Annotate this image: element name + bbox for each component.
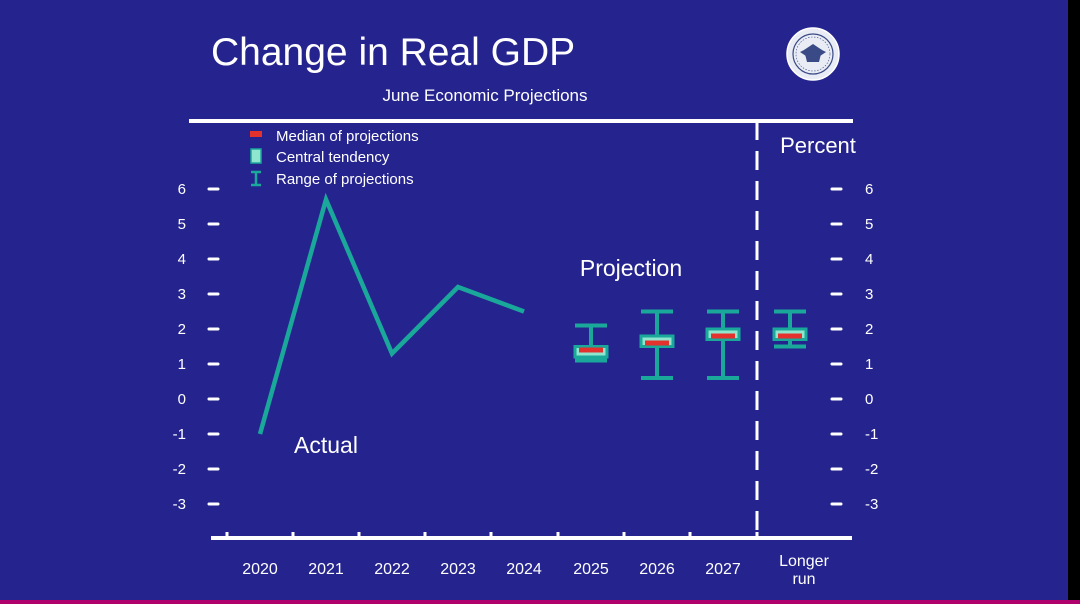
median-marker — [579, 347, 603, 353]
y-tick-label-right: 1 — [865, 356, 873, 373]
projection-2027 — [705, 309, 741, 380]
median-marker — [778, 333, 802, 339]
median-marker — [645, 340, 669, 346]
actual-series — [257, 192, 525, 435]
x-tick-label: 2025 — [573, 561, 609, 578]
projection-2025 — [573, 323, 609, 363]
y-tick-label-left: 4 — [178, 251, 186, 268]
y-tick-label-left: 1 — [178, 356, 186, 373]
y-tick-label-left: 3 — [178, 286, 186, 303]
legend-range-label: Range of projections — [276, 171, 414, 188]
x-axis: 2020 2021 2022 2023 2024 2025 2026 2027 Longerru… — [225, 532, 830, 588]
y-tick-label-left: 5 — [178, 216, 186, 233]
y-tick-label-right: 6 — [865, 181, 873, 198]
x-tick-label: 2023 — [440, 561, 476, 578]
x-tick-label-run: run — [792, 571, 815, 588]
projection-2026 — [639, 309, 675, 380]
federal-reserve-seal-icon — [786, 27, 840, 81]
y-tick-label-right: 2 — [865, 321, 873, 338]
y-tick-label-right: -3 — [865, 496, 878, 513]
x-tick-label: 2026 — [639, 561, 675, 578]
x-tick-label: 2022 — [374, 561, 410, 578]
unit-label: Percent — [780, 133, 856, 158]
y-tick-label-right: 5 — [865, 216, 873, 233]
x-tick-label: 2021 — [308, 561, 344, 578]
y-tick-label-left: -2 — [173, 461, 186, 478]
median-marker — [711, 333, 735, 339]
projection-longer-run — [772, 309, 808, 349]
legend-median-label: Median of projections — [276, 128, 419, 145]
annotation-projection: Projection — [580, 255, 682, 281]
bottom-accent-bar — [0, 600, 1080, 604]
y-tick-label-right: 4 — [865, 251, 873, 268]
y-tick-label-left: 2 — [178, 321, 186, 338]
y-tick-label-left: -1 — [173, 426, 186, 443]
y-axis-right: 6 5 4 3 2 1 0 -1 -2 -3 — [830, 181, 878, 513]
y-axis-left: 6 5 4 3 2 1 0 -1 -2 -3 — [173, 181, 220, 513]
x-tick-label: 2020 — [242, 561, 278, 578]
range-whisker-icon — [251, 170, 261, 187]
y-tick-label-left: -3 — [173, 496, 186, 513]
y-tick-label-left: 6 — [178, 181, 186, 198]
slide-frame-right — [1068, 0, 1080, 604]
legend: Median of projections Central tendency R… — [250, 128, 419, 188]
projection-series — [573, 309, 808, 380]
median-marker-icon — [250, 131, 262, 137]
central-tendency-icon — [250, 148, 262, 164]
y-tick-label-right: 0 — [865, 391, 873, 408]
y-tick-label-right: -1 — [865, 426, 878, 443]
annotation-actual: Actual — [294, 432, 358, 458]
x-tick-label: 2024 — [506, 561, 542, 578]
legend-central-label: Central tendency — [276, 149, 390, 166]
chart-subtitle: June Economic Projections — [382, 86, 587, 105]
y-tick-label-right: -2 — [865, 461, 878, 478]
y-tick-label-left: 0 — [178, 391, 186, 408]
y-tick-label-right: 3 — [865, 286, 873, 303]
chart-title: Change in Real GDP — [211, 31, 575, 74]
x-tick-label-longer: Longer — [779, 553, 829, 570]
x-tick-label: 2027 — [705, 561, 741, 578]
